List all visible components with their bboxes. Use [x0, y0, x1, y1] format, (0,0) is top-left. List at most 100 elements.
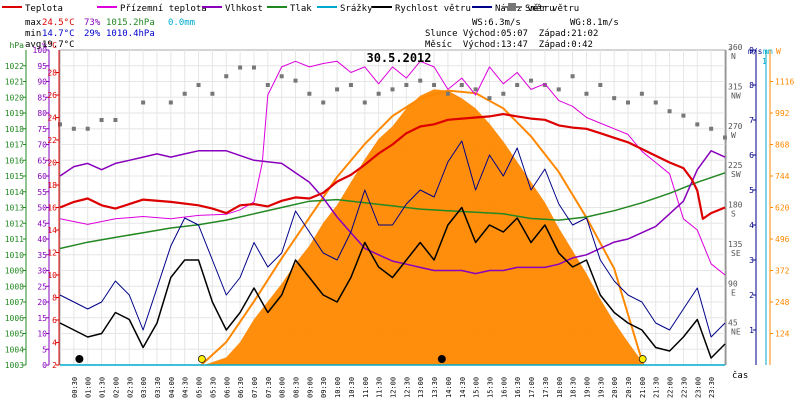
wind-axis-label: 4 — [749, 221, 754, 230]
hpa-axis-label: 1020 — [5, 93, 24, 102]
celsius-axis-label: 14 — [47, 226, 57, 235]
x-tick-label: 06:00 — [223, 377, 231, 398]
percent-axis-label: 45 — [37, 219, 47, 228]
legend-label: Směr větru — [525, 4, 579, 14]
x-tick-label: 21:30 — [653, 377, 661, 398]
x-tick-label: 16:00 — [500, 377, 508, 398]
wind-direction-point — [529, 78, 534, 83]
stats-min-temp: 14.7°C — [42, 29, 75, 39]
wind-direction-point — [667, 109, 672, 114]
percent-axis-label: 60 — [37, 172, 47, 181]
wind-direction-point — [168, 100, 173, 105]
celsius-axis-unit: °C — [47, 41, 57, 50]
hpa-axis-label: 1008 — [5, 282, 24, 291]
wind-axis-label: 8 — [749, 81, 754, 90]
direction-axis-compass: W — [731, 131, 736, 140]
stats-max-hum: 73% — [84, 18, 101, 28]
x-tick-label: 17:00 — [528, 377, 536, 398]
celsius-axis-label: 8 — [52, 294, 57, 303]
celsius-axis-label: 2 — [52, 361, 57, 370]
x-tick-label: 02:30 — [126, 377, 134, 398]
stats-max-press: 1015.2hPa — [106, 18, 155, 28]
percent-axis-label: 65 — [37, 156, 47, 165]
legend-item-vlhkost: Vlhkost — [202, 4, 263, 14]
x-tick-label: 08:00 — [279, 377, 287, 398]
direction-axis-label: 45 — [728, 319, 738, 328]
wind-direction-point — [265, 83, 270, 87]
percent-axis-label: 15 — [37, 314, 47, 323]
wind-direction-point — [238, 65, 243, 70]
ground-temperature-line — [59, 60, 726, 276]
wind-direction-point — [598, 83, 603, 87]
x-tick-label: 19:30 — [597, 377, 605, 398]
x-tick-label: 05:00 — [196, 377, 204, 398]
x-tick-label: 19:00 — [583, 377, 591, 398]
hpa-axis-label: 1012 — [5, 219, 24, 228]
wind-direction-point — [321, 100, 326, 105]
percent-axis-label: 50 — [37, 204, 47, 213]
percent-axis-label: 5 — [42, 345, 47, 354]
hpa-axis-label: 1003 — [5, 361, 24, 370]
solar-axis-unit: W — [776, 47, 781, 56]
wind-direction-point — [487, 96, 492, 101]
x-tick-label: 07:00 — [251, 377, 259, 398]
celsius-axis-label: 28 — [47, 69, 57, 78]
wind-direction-point — [612, 96, 617, 101]
wind-direction-point — [196, 83, 201, 87]
legend-item-naraz-vetru: Náraz větru — [472, 4, 555, 14]
stats-max-label: max — [25, 18, 42, 28]
solar-axis-label: 868 — [775, 141, 790, 150]
percent-axis-label: 90 — [37, 78, 47, 87]
percent-axis-label: 95 — [37, 62, 47, 71]
x-tick-label: 03:00 — [140, 377, 148, 398]
wind-axis-unit: m/s — [748, 47, 763, 56]
moon-marker — [75, 355, 84, 363]
wind-direction-point — [556, 87, 561, 92]
hpa-axis-label: 1015 — [5, 172, 24, 181]
hpa-axis-label: 1017 — [5, 141, 24, 150]
legend-label: Tlak — [290, 4, 312, 14]
solar-axis-label: 1116 — [775, 78, 794, 87]
wind-direction-point — [85, 126, 90, 131]
x-tick-label: 12:00 — [390, 377, 398, 398]
x-tick-label: 03:30 — [154, 377, 162, 398]
hpa-axis-label: 1011 — [5, 235, 24, 244]
wind-gust-avg: WG:8.1m/s — [570, 18, 619, 28]
wind-direction-point — [335, 87, 340, 92]
x-tick-label: 07:30 — [265, 377, 273, 398]
solar-axis-label: 372 — [775, 267, 790, 276]
hpa-axis-label: 1009 — [5, 267, 24, 276]
axes-layer: 00:30 01:00 01:30 02:00 02:30 03:00 03:30 04:00… — [5, 41, 795, 398]
legend-label: Rychlost větru — [395, 4, 471, 14]
legend: Teplota Přízemní teplota Vlhkost Tlak Sr… — [2, 3, 579, 14]
celsius-axis-label: 20 — [47, 159, 57, 168]
wind-direction-point — [681, 113, 686, 118]
wind-direction-point — [542, 83, 547, 87]
hpa-axis-label: 1021 — [5, 78, 24, 87]
solar-axis-label: 124 — [775, 330, 790, 339]
percent-axis-unit: % — [42, 41, 47, 50]
stats-block: max 24.5°C 73% 1015.2hPa 0.0mm min 14.7°… — [25, 18, 195, 50]
percent-axis-label: 10 — [37, 330, 47, 339]
legend-label: Přízemní teplota — [120, 4, 207, 14]
x-tick-label: 11:00 — [362, 377, 370, 398]
solar-radiation-area — [60, 89, 725, 365]
direction-axis-compass: N — [731, 52, 736, 61]
x-tick-label: 01:30 — [99, 377, 107, 398]
solar-layer — [60, 89, 725, 366]
wind-direction-point — [224, 74, 229, 79]
legend-item-tlak: Tlak — [267, 4, 312, 14]
x-tick-label: 20:00 — [611, 377, 619, 398]
legend-label: Náraz větru — [495, 4, 555, 14]
direction-axis-label: 315 — [728, 82, 743, 91]
stats-min-label: min — [25, 29, 41, 39]
legend-item-smer-vetru: Směr větru — [502, 3, 579, 14]
direction-axis-label: 360 — [728, 43, 743, 52]
percent-axis-label: 0 — [42, 361, 47, 370]
x-tick-label: 01:00 — [85, 377, 93, 398]
wind-axis-label: 2 — [749, 291, 754, 300]
x-tick-label: 05:30 — [209, 377, 217, 398]
percent-axis-label: 20 — [37, 298, 47, 307]
hpa-axis-label: 1016 — [5, 156, 24, 165]
legend-item-teplota: Teplota — [2, 4, 63, 14]
